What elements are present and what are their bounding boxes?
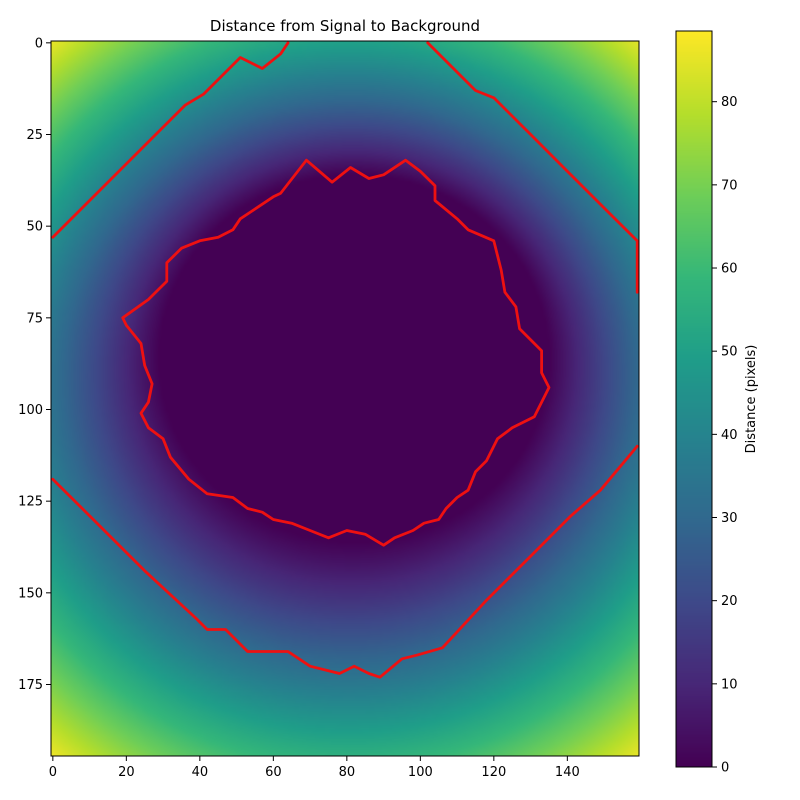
y-tick-label: 25 [26, 128, 43, 143]
y-tick-label: 75 [26, 311, 43, 326]
contour-line-4 [51, 444, 639, 679]
colorbar-gradient [676, 31, 712, 767]
colorbar-tick-label: 10 [721, 677, 738, 692]
colorbar-tick-label: 20 [721, 594, 738, 609]
contour-line-2 [51, 41, 290, 239]
y-tick-label: 125 [18, 495, 43, 510]
y-axis: 0 25 50 75 100 125 150 175 [18, 36, 51, 693]
x-axis: 0 20 40 60 80 100 120 140 [49, 756, 580, 780]
x-tick-label: 100 [408, 765, 433, 780]
x-tick-label: 0 [49, 765, 57, 780]
y-tick-label: 50 [26, 220, 43, 235]
colorbar-tick-label: 30 [721, 511, 738, 526]
colorbar-tick-label: 60 [721, 262, 738, 277]
y-tick-label: 100 [18, 403, 43, 418]
colorbar-label: Distance (pixels) [744, 345, 759, 454]
x-tick-label: 60 [265, 765, 282, 780]
colorbar-tick-label: 80 [721, 95, 738, 110]
contour-layer [51, 41, 639, 679]
y-tick-label: 175 [18, 678, 43, 693]
y-tick-label: 0 [35, 36, 43, 51]
y-tick-label: 150 [18, 586, 43, 601]
plot-frame [50, 40, 640, 757]
x-tick-label: 120 [481, 765, 506, 780]
colorbar-tick-label: 0 [721, 761, 729, 776]
chart-title: Distance from Signal to Background [210, 17, 480, 35]
colorbar-tick-label: 70 [721, 178, 738, 193]
colorbar-axis: 0 10 20 30 40 50 60 70 80 [712, 95, 738, 776]
colorbar-tick-label: 40 [721, 428, 738, 443]
x-tick-label: 20 [118, 765, 135, 780]
x-tick-label: 140 [555, 765, 580, 780]
x-tick-label: 40 [192, 765, 209, 780]
colorbar-tick-label: 50 [721, 345, 738, 360]
distance-heatmap [51, 41, 639, 756]
x-tick-label: 80 [339, 765, 356, 780]
contour-line-3 [426, 41, 639, 294]
colorbar-frame [675, 30, 713, 768]
contour-line-1 [121, 158, 551, 547]
